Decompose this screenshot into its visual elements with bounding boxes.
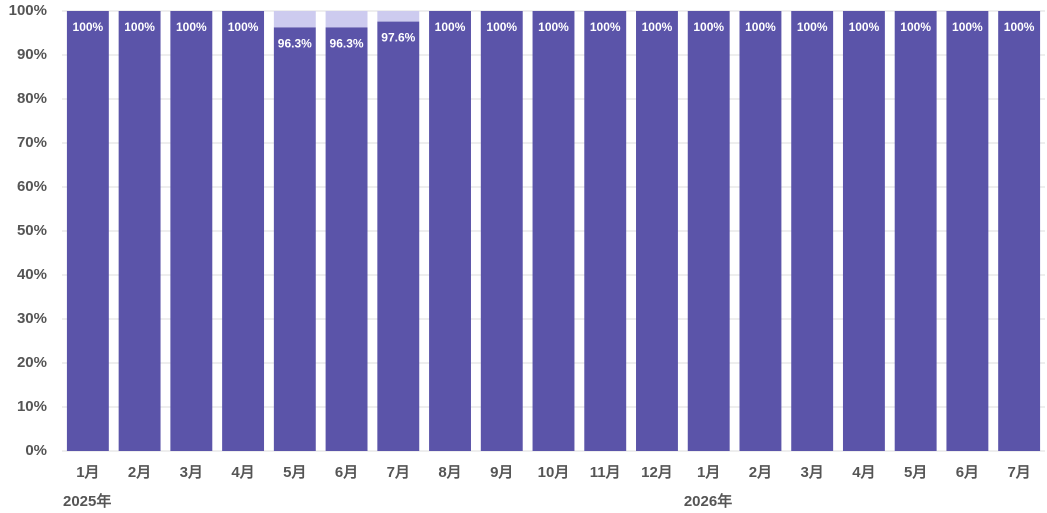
data-label: 100% <box>693 20 724 34</box>
bar-segment <box>325 27 368 452</box>
data-label: 100% <box>435 20 466 34</box>
group-label: 2025年 <box>63 492 111 510</box>
bar-segment <box>325 11 368 28</box>
y-tick-label: 0% <box>25 442 47 459</box>
bar-segment <box>118 11 161 451</box>
x-tick-label: 1月 <box>697 464 720 481</box>
data-label: 100% <box>849 20 880 34</box>
y-tick-label: 20% <box>17 354 47 371</box>
y-tick-label: 100% <box>9 2 47 19</box>
data-label: 100% <box>590 20 621 34</box>
bar-segment <box>946 11 989 451</box>
bar-segment <box>480 11 523 451</box>
x-tick-label: 6月 <box>956 464 979 481</box>
bar-segment <box>998 11 1041 451</box>
data-label: 97.6% <box>381 31 415 45</box>
bar-segment <box>739 11 782 451</box>
data-label: 100% <box>176 20 207 34</box>
bar-segment <box>532 11 575 451</box>
bar-segment <box>791 11 834 451</box>
data-label: 96.3% <box>278 36 312 50</box>
x-tick-label: 1月 <box>76 464 99 481</box>
x-tick-label: 2月 <box>128 464 151 481</box>
y-tick-label: 70% <box>17 134 47 151</box>
data-label: 100% <box>1004 20 1035 34</box>
bar-segment <box>273 27 316 452</box>
bar-segment <box>687 11 730 451</box>
y-tick-label: 40% <box>17 266 47 283</box>
data-label: 100% <box>797 20 828 34</box>
bar-segment <box>273 11 316 28</box>
x-tick-label: 5月 <box>904 464 927 481</box>
x-tick-label: 11月 <box>590 464 621 481</box>
bar-segment <box>377 11 420 22</box>
data-label: 100% <box>228 20 259 34</box>
y-tick-label: 50% <box>17 222 47 239</box>
group-label: 2026年 <box>684 492 732 510</box>
x-tick-label: 7月 <box>387 464 410 481</box>
x-tick-label: 7月 <box>1007 464 1030 481</box>
bar-segment <box>377 21 420 452</box>
bar-segment <box>66 11 109 451</box>
data-label: 100% <box>124 20 155 34</box>
x-tick-label: 4月 <box>852 464 875 481</box>
data-label: 100% <box>486 20 517 34</box>
x-tick-label: 3月 <box>180 464 203 481</box>
bar-segment <box>429 11 471 451</box>
x-tick-label: 9月 <box>490 464 513 481</box>
x-tick-label: 12月 <box>641 464 673 481</box>
bar-segment <box>584 11 627 451</box>
bar-segment <box>636 11 678 451</box>
y-tick-label: 10% <box>17 398 47 415</box>
data-label: 100% <box>642 20 673 34</box>
y-tick-label: 60% <box>17 178 47 195</box>
x-tick-label: 3月 <box>801 464 824 481</box>
data-label: 100% <box>73 20 104 34</box>
x-tick-label: 10月 <box>538 464 570 481</box>
x-tick-label: 8月 <box>438 464 461 481</box>
bar-segment <box>894 11 937 451</box>
x-tick-label: 2月 <box>749 464 772 481</box>
data-label: 100% <box>745 20 776 34</box>
x-tick-label: 6月 <box>335 464 358 481</box>
data-label: 96.3% <box>330 36 364 50</box>
y-tick-label: 90% <box>17 46 47 63</box>
y-tick-label: 30% <box>17 310 47 327</box>
bar-segment <box>170 11 213 451</box>
x-tick-label: 4月 <box>231 464 254 481</box>
data-label: 100% <box>538 20 569 34</box>
bar-segment <box>222 11 265 451</box>
y-tick-label: 80% <box>17 90 47 107</box>
x-tick-label: 5月 <box>283 464 306 481</box>
bar-segment <box>842 11 885 451</box>
data-label: 100% <box>900 20 931 34</box>
data-label: 100% <box>952 20 983 34</box>
